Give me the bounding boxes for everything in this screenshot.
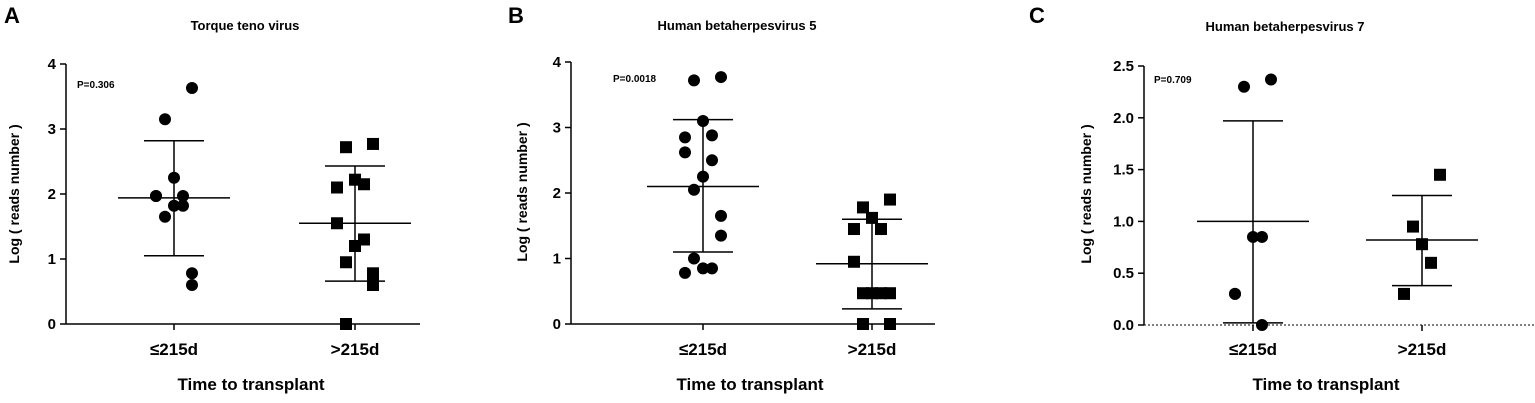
data-point-circle xyxy=(715,209,727,222)
data-point-circle xyxy=(688,183,700,196)
p-value-annotation: P=0.306 xyxy=(77,80,115,91)
data-point-square xyxy=(857,318,869,330)
y-tick-label: 2.5 xyxy=(1113,58,1134,75)
data-point-square xyxy=(884,318,896,330)
data-point-square xyxy=(848,223,860,236)
y-tick-label: 0 xyxy=(48,316,56,333)
data-point-circle xyxy=(177,199,189,212)
data-point-circle xyxy=(1256,230,1268,243)
data-point-square xyxy=(857,287,869,300)
data-point-circle xyxy=(1229,287,1241,300)
x-tick-label: >215d xyxy=(848,340,897,359)
x-axis-label: Time to transplant xyxy=(676,375,823,394)
data-point-circle xyxy=(706,129,718,142)
y-tick-label: 2 xyxy=(48,186,56,203)
chart-title: Human betaherpesvirus 7 xyxy=(1206,19,1365,34)
y-tick-label: 2 xyxy=(553,185,561,202)
data-point-circle xyxy=(1265,73,1277,86)
data-point-circle xyxy=(1238,80,1250,93)
data-point-square xyxy=(875,223,887,236)
y-tick-label: 4 xyxy=(48,56,57,73)
data-point-square xyxy=(884,193,896,206)
panel-letter: A xyxy=(4,3,20,28)
x-tick-label: >215d xyxy=(1398,340,1447,359)
data-point-circle xyxy=(706,154,718,167)
y-axis-label: Log ( reads number ) xyxy=(6,124,22,263)
data-point-circle xyxy=(1247,230,1259,243)
data-point-circle xyxy=(679,146,691,159)
p-value-annotation: P=0.0018 xyxy=(613,74,657,85)
data-point-circle xyxy=(159,210,171,223)
y-tick-label: 3 xyxy=(48,121,56,138)
y-tick-label: 2.0 xyxy=(1113,110,1134,127)
data-point-circle xyxy=(1256,319,1268,331)
data-point-circle xyxy=(688,252,700,265)
data-point-circle xyxy=(679,266,691,279)
data-point-circle xyxy=(186,82,198,95)
data-point-circle xyxy=(715,229,727,242)
data-point-circle xyxy=(150,189,162,202)
data-point-circle xyxy=(688,74,700,87)
chart-b: B Human betaherpesvirus 5 0 1 2 3 4 Log ( reads… xyxy=(508,3,935,394)
panel-letter: C xyxy=(1029,3,1045,28)
y-tick-label: 1.5 xyxy=(1113,162,1134,179)
y-axis-label: Log ( reads number ) xyxy=(1078,124,1094,263)
data-point-square xyxy=(884,287,896,300)
data-point-square xyxy=(857,201,869,214)
panel-a: A Torque teno virus 0 1 2 3 4 Log ( reads numbe… xyxy=(0,0,505,403)
x-tick-label: ≤215d xyxy=(679,340,727,359)
data-point-circle xyxy=(697,262,709,275)
y-tick-label: 0 xyxy=(553,316,561,333)
data-point-square xyxy=(1434,168,1446,181)
data-point-square xyxy=(358,178,370,191)
chart-title: Torque teno virus xyxy=(191,18,300,33)
chart-title: Human betaherpesvirus 5 xyxy=(658,18,817,33)
data-point-circle xyxy=(697,170,709,183)
data-point-square xyxy=(1425,256,1437,269)
data-point-circle xyxy=(168,199,180,212)
data-point-circle xyxy=(159,113,171,126)
panel-letter: B xyxy=(508,3,524,28)
data-point-circle xyxy=(715,71,727,84)
p-value-annotation: P=0.709 xyxy=(1154,75,1192,86)
y-axis-label: Log ( reads number ) xyxy=(514,122,530,261)
x-axis-label: Time to transplant xyxy=(177,375,324,394)
data-point-square xyxy=(1416,238,1428,251)
data-point-square xyxy=(1407,220,1419,233)
data-point-square xyxy=(367,137,379,150)
data-point-circle xyxy=(177,189,189,202)
chart-c: C Human betaherpesvirus 7 0.0 0.5 1.0 1.5 2.0 2… xyxy=(1029,3,1535,394)
x-tick-label: ≤215d xyxy=(1229,340,1277,359)
data-point-square xyxy=(367,279,379,291)
y-tick-label: 4 xyxy=(553,54,562,71)
data-point-square xyxy=(1398,287,1410,300)
data-point-square xyxy=(340,256,352,269)
data-point-circle xyxy=(186,267,198,280)
x-tick-label: ≤215d xyxy=(150,340,198,359)
data-point-circle xyxy=(168,171,180,184)
panel-c: C Human betaherpesvirus 7 0.0 0.5 1.0 1.5 2.0 2… xyxy=(1010,0,1535,403)
data-point-circle xyxy=(186,279,198,291)
chart-a: A Torque teno virus 0 1 2 3 4 Log ( reads numbe… xyxy=(4,3,420,394)
x-axis-label: Time to transplant xyxy=(1252,375,1399,394)
panel-b: B Human betaherpesvirus 5 0 1 2 3 4 Log ( reads… xyxy=(505,0,1010,403)
data-point-square xyxy=(331,217,343,230)
data-point-square xyxy=(340,318,352,330)
y-tick-label: 0.5 xyxy=(1113,265,1134,282)
data-point-circle xyxy=(706,262,718,275)
data-point-square xyxy=(866,211,878,224)
y-tick-label: 0.0 xyxy=(1113,317,1134,334)
data-point-square xyxy=(331,181,343,194)
y-tick-label: 1 xyxy=(553,251,561,268)
data-point-square xyxy=(340,141,352,154)
data-point-circle xyxy=(697,114,709,127)
data-point-square xyxy=(367,267,379,280)
data-point-square xyxy=(848,255,860,268)
data-point-square xyxy=(349,240,361,252)
y-tick-label: 3 xyxy=(553,120,561,137)
y-tick-label: 1.0 xyxy=(1113,213,1134,230)
x-tick-label: >215d xyxy=(331,340,380,359)
data-point-circle xyxy=(679,131,691,144)
y-tick-label: 1 xyxy=(48,251,56,268)
